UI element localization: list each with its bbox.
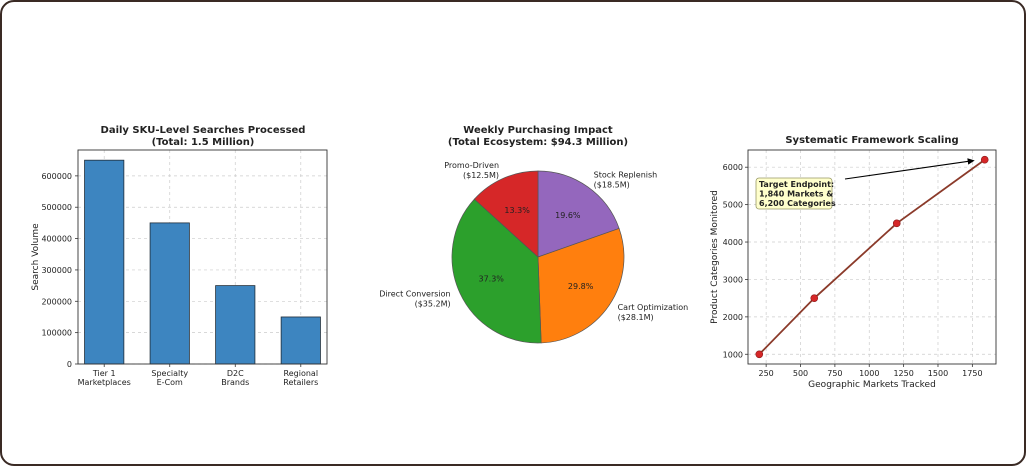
line-series (758, 159, 986, 355)
line-chart-x-axis-label: Geographic Markets Tracked (808, 380, 936, 390)
pie-slice-amount: ($12.5M) (463, 171, 499, 180)
line-chart-y-tick-label: 6000 (723, 163, 743, 172)
line-chart: Systematic Framework Scaling Geographic … (710, 135, 997, 390)
bar-chart-subtitle: (Total: 1.5 Million) (152, 137, 255, 148)
bar-chart-y-tick-label: 200000 (41, 297, 72, 306)
line-chart-y-tick-label: 2000 (723, 313, 743, 322)
pie-slice-label: Direct Conversion (379, 290, 450, 299)
pie-chart-subtitle: (Total Ecosystem: $94.3 Million) (448, 137, 628, 148)
line-chart-title: Systematic Framework Scaling (785, 135, 958, 146)
annotation-box (755, 177, 833, 210)
line-chart-y-tick-label: 4000 (723, 238, 743, 247)
line-chart-x-tick-label: 500 (793, 369, 808, 378)
line-point (810, 294, 819, 302)
pie-slice-percent: 19.6% (555, 211, 581, 220)
pie-slice-percent: 13.3% (504, 206, 530, 215)
pie-slice-label: Stock Replenish (594, 170, 658, 179)
line-chart-y-tick-label: 1000 (723, 350, 743, 359)
annotation-arrow (844, 160, 973, 180)
bar-chart-y-tick-label: 300000 (41, 266, 72, 275)
line-chart-x-tick-label: 1250 (893, 369, 913, 378)
bar (149, 222, 190, 365)
pie-slice-amount: ($35.2M) (415, 300, 451, 309)
pie-slice-amount: ($28.1M) (618, 313, 654, 322)
pie-slice-label: Cart Optimization (618, 303, 689, 312)
bar-chart-y-axis-label: Search Volume (31, 223, 41, 291)
bar-chart-y-tick-label: 400000 (41, 235, 72, 244)
line-point (892, 219, 901, 228)
bar-chart-y-tick-label: 600000 (41, 172, 72, 181)
pie-slice (451, 198, 542, 344)
pie-slice (537, 228, 625, 344)
line-chart-y-tick-label: 3000 (723, 275, 743, 284)
line-chart-x-tick-label: 250 (759, 369, 774, 378)
bar-chart-y-tick-label: 0 (67, 360, 72, 369)
line-chart-x-tick-label: 750 (827, 369, 842, 378)
line-point (755, 350, 764, 359)
bar (280, 316, 321, 365)
pie-slice-percent: 37.3% (478, 275, 504, 284)
bar-chart-x-tick-label: Regional Retailers (283, 369, 318, 387)
bar-chart-title: Daily SKU-Level Searches Processed (101, 125, 306, 136)
annotation-text: 1,840 Markets & (759, 190, 833, 199)
pie-slice-label: Promo-Driven (444, 161, 499, 170)
bar-chart-x-tick-label: D2C Brands (221, 369, 249, 387)
pie-slice (473, 170, 539, 258)
pie-chart-title: Weekly Purchasing Impact (463, 125, 613, 136)
bar-chart-x-tick-label: Specialty E-Com (151, 369, 188, 387)
line-point (980, 155, 989, 164)
line-chart-y-axis-label: Product Categories Monitored (710, 190, 720, 324)
annotation-text: Target Endpoint: (759, 180, 834, 189)
bar-chart-y-tick-label: 500000 (41, 203, 72, 212)
bar (215, 285, 256, 365)
bar (84, 159, 125, 365)
line-chart-x-tick-label: 1750 (962, 369, 982, 378)
bar-chart-x-tick-label: Tier 1 Marketplaces (78, 369, 131, 387)
line-chart-y-tick-label: 5000 (723, 201, 743, 210)
pie-slice-percent: 29.8% (568, 282, 594, 291)
bar-chart-frame (77, 149, 328, 365)
pie-chart: Weekly Purchasing Impact (Total Ecosyste… (379, 125, 689, 344)
annotation-arrowhead (967, 158, 975, 165)
bar-chart-y-tick-label: 100000 (41, 329, 72, 338)
annotation-text: 6,200 Categories (759, 199, 836, 208)
bar-chart: Daily SKU-Level Searches Processed (Tota… (31, 125, 328, 387)
line-chart-frame (747, 149, 997, 365)
line-chart-x-tick-label: 1000 (859, 369, 879, 378)
pie-slice-amount: ($18.5M) (594, 180, 630, 189)
line-chart-x-tick-label: 1500 (928, 369, 948, 378)
